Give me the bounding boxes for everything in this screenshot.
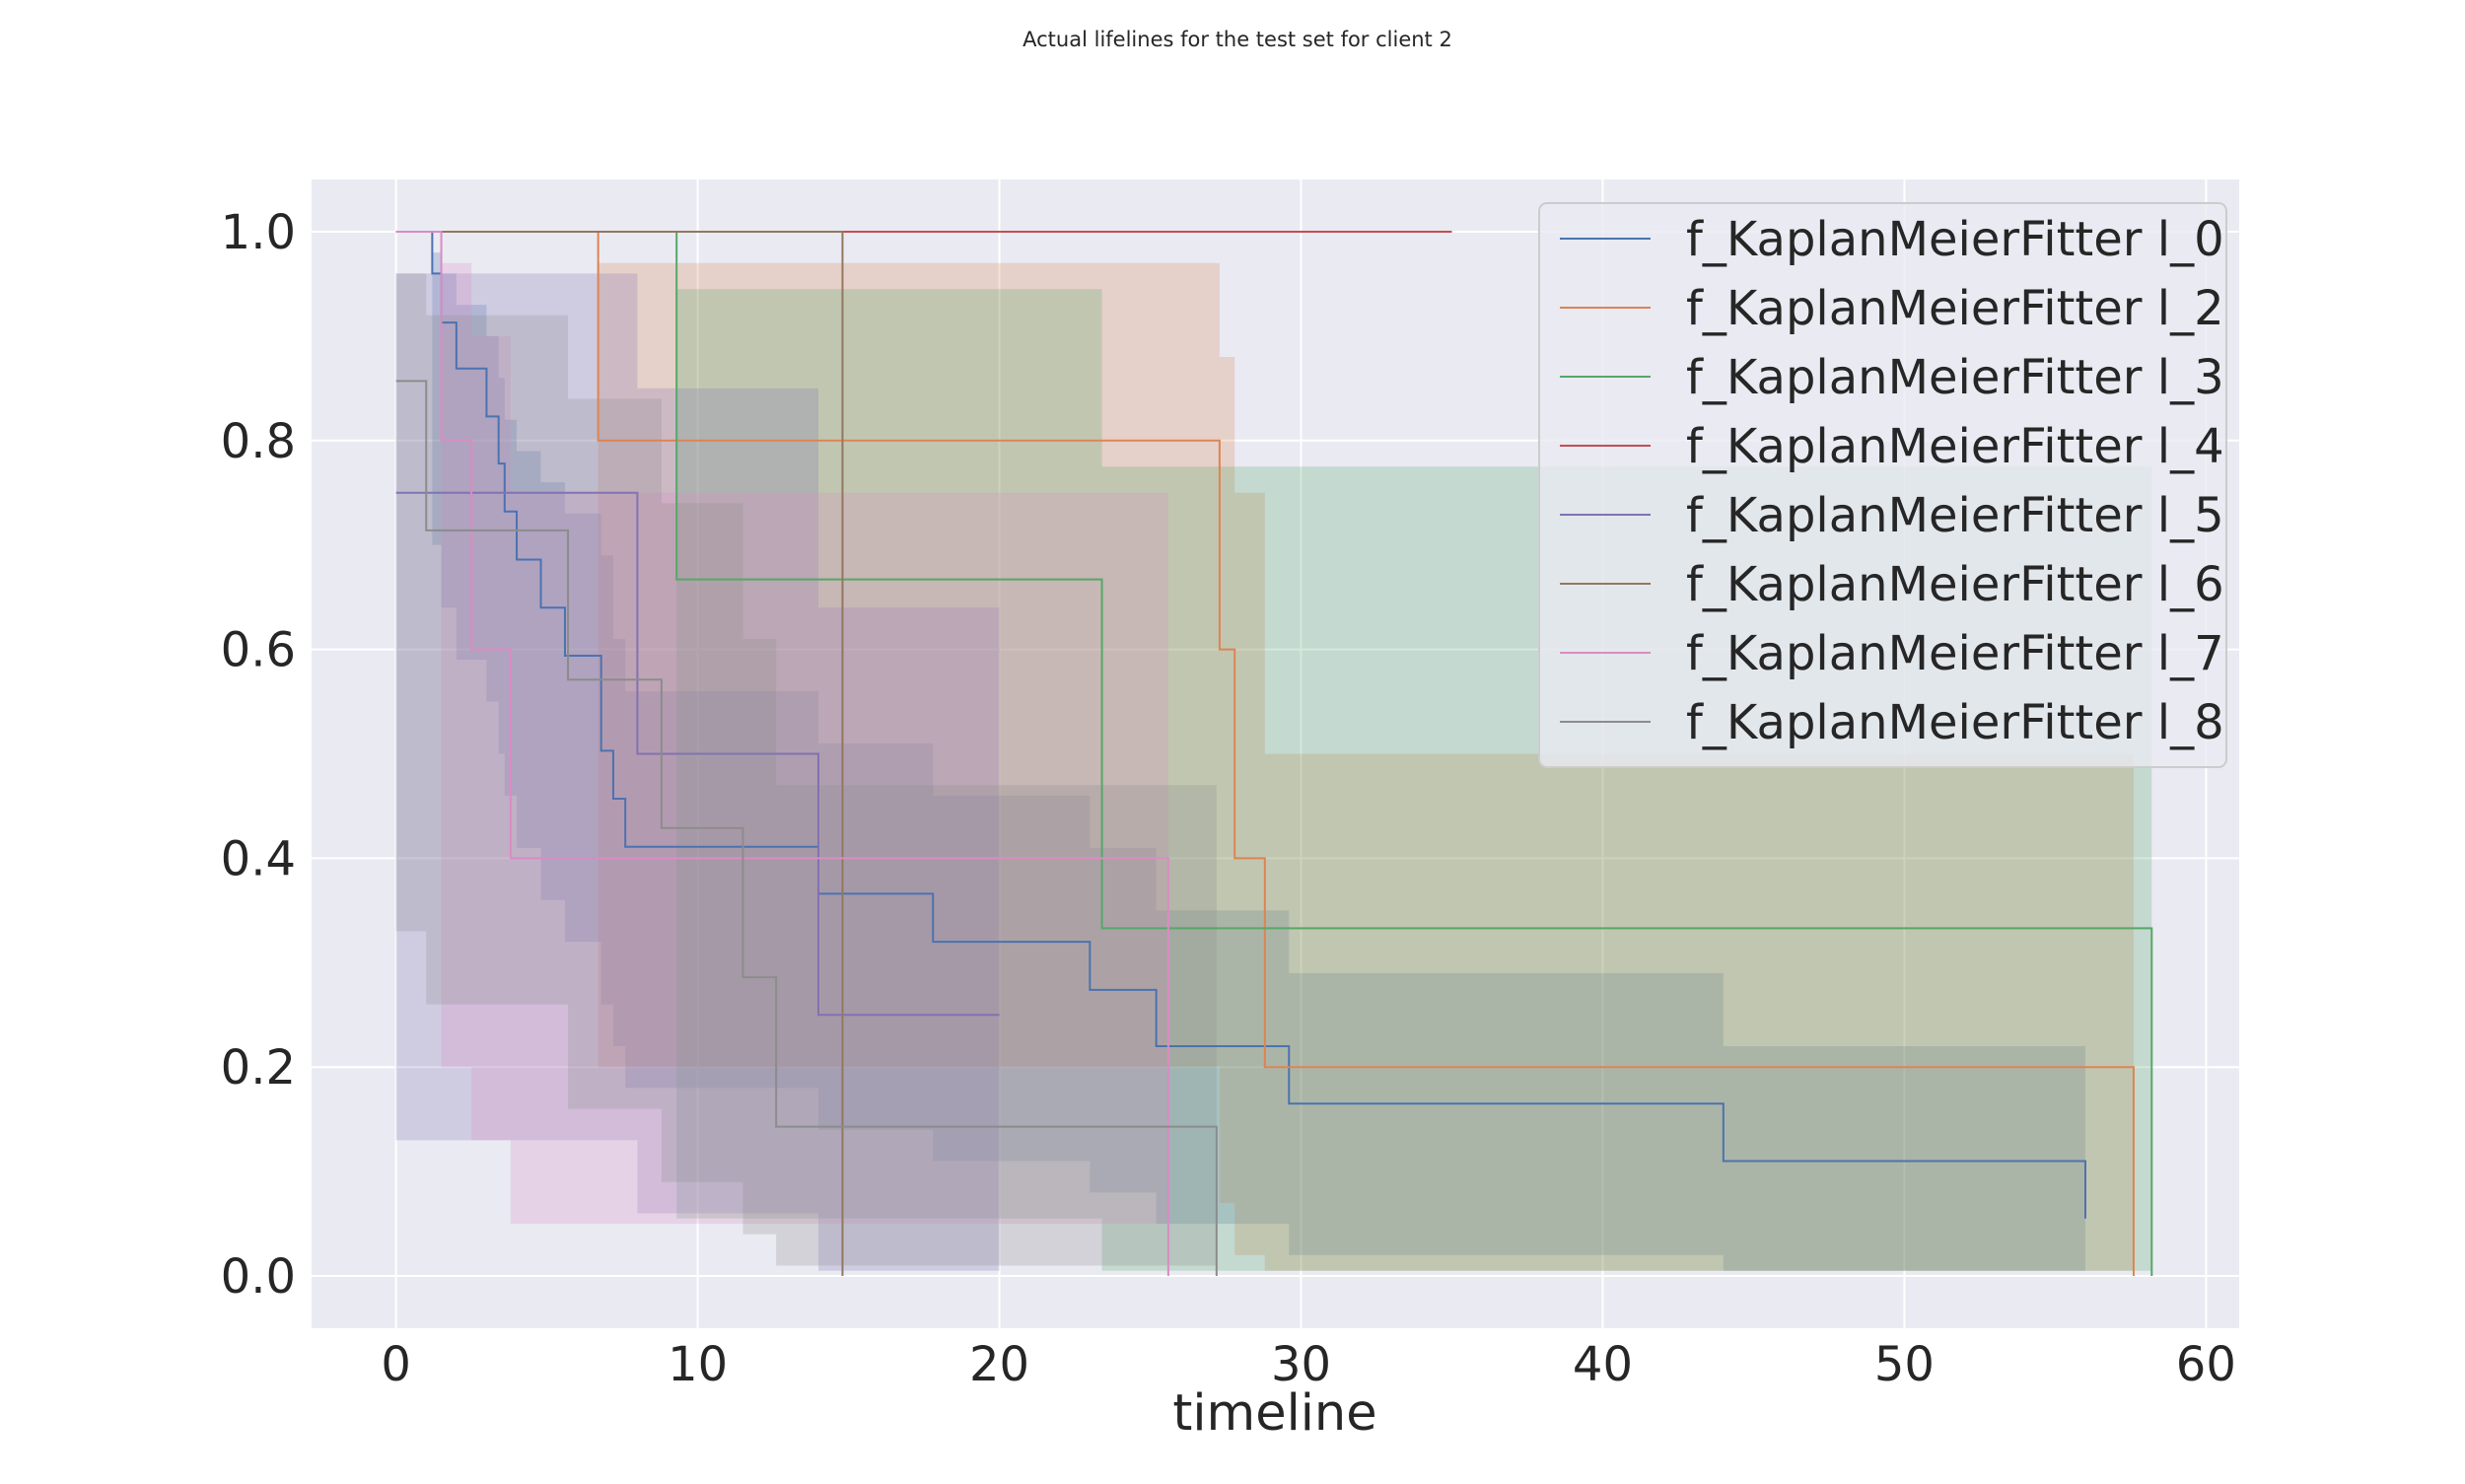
legend-label: f_KaplanMeierFitter l_4 [1686, 419, 2224, 474]
legend-label: f_KaplanMeierFitter l_5 [1686, 488, 2224, 543]
x-tick-label: 10 [668, 1337, 728, 1392]
x-tick-label: 0 [381, 1337, 411, 1392]
confidence-band-4 [395, 273, 1000, 1271]
legend: f_KaplanMeierFitter l_0 f_KaplanMeierFitt… [1538, 202, 2227, 768]
survival-line-1 [395, 230, 2135, 1277]
survival-line-0 [395, 230, 2086, 1219]
y-tick-label: 0.4 [221, 831, 296, 886]
chart-title: Actual lifelines for the test set for cl… [1022, 28, 1452, 51]
legend-label: f_KaplanMeierFitter l_2 [1686, 281, 2224, 336]
survival-line-6 [395, 230, 1169, 1277]
y-tick-label: 0.2 [221, 1040, 296, 1095]
legend-label: f_KaplanMeierFitter l_6 [1686, 557, 2224, 612]
legend-label: f_KaplanMeierFitter l_3 [1686, 350, 2224, 405]
x-tick-label: 30 [1271, 1337, 1331, 1392]
legend-label: f_KaplanMeierFitter l_7 [1686, 626, 2224, 681]
survival-line-7 [395, 380, 1218, 1277]
legend-label: f_KaplanMeierFitter l_0 [1686, 212, 2224, 267]
survival-lines [395, 230, 2153, 1277]
survival-line-5 [395, 230, 844, 1277]
y-tick-label: 1.0 [221, 205, 296, 260]
x-tick-label: 60 [2176, 1337, 2236, 1392]
survival-line-4 [395, 491, 1000, 1017]
y-tick-label: 0.0 [221, 1249, 296, 1305]
legend-box [1538, 202, 2227, 768]
y-tick-label: 0.6 [221, 623, 296, 678]
x-tick-label: 20 [969, 1337, 1029, 1392]
legend-label: f_KaplanMeierFitter l_8 [1686, 695, 2224, 750]
confidence-band-7 [395, 273, 1217, 1277]
x-axis-label: timeline [1172, 1384, 1376, 1443]
y-tick-label: 0.8 [221, 414, 296, 469]
x-tick-label: 40 [1573, 1337, 1633, 1392]
tick-labels: 0 10 20 30 40 50 60 0.0 0.2 0.4 0.6 0.8 1.0 [221, 205, 2236, 1392]
x-tick-label: 50 [1874, 1337, 1935, 1392]
